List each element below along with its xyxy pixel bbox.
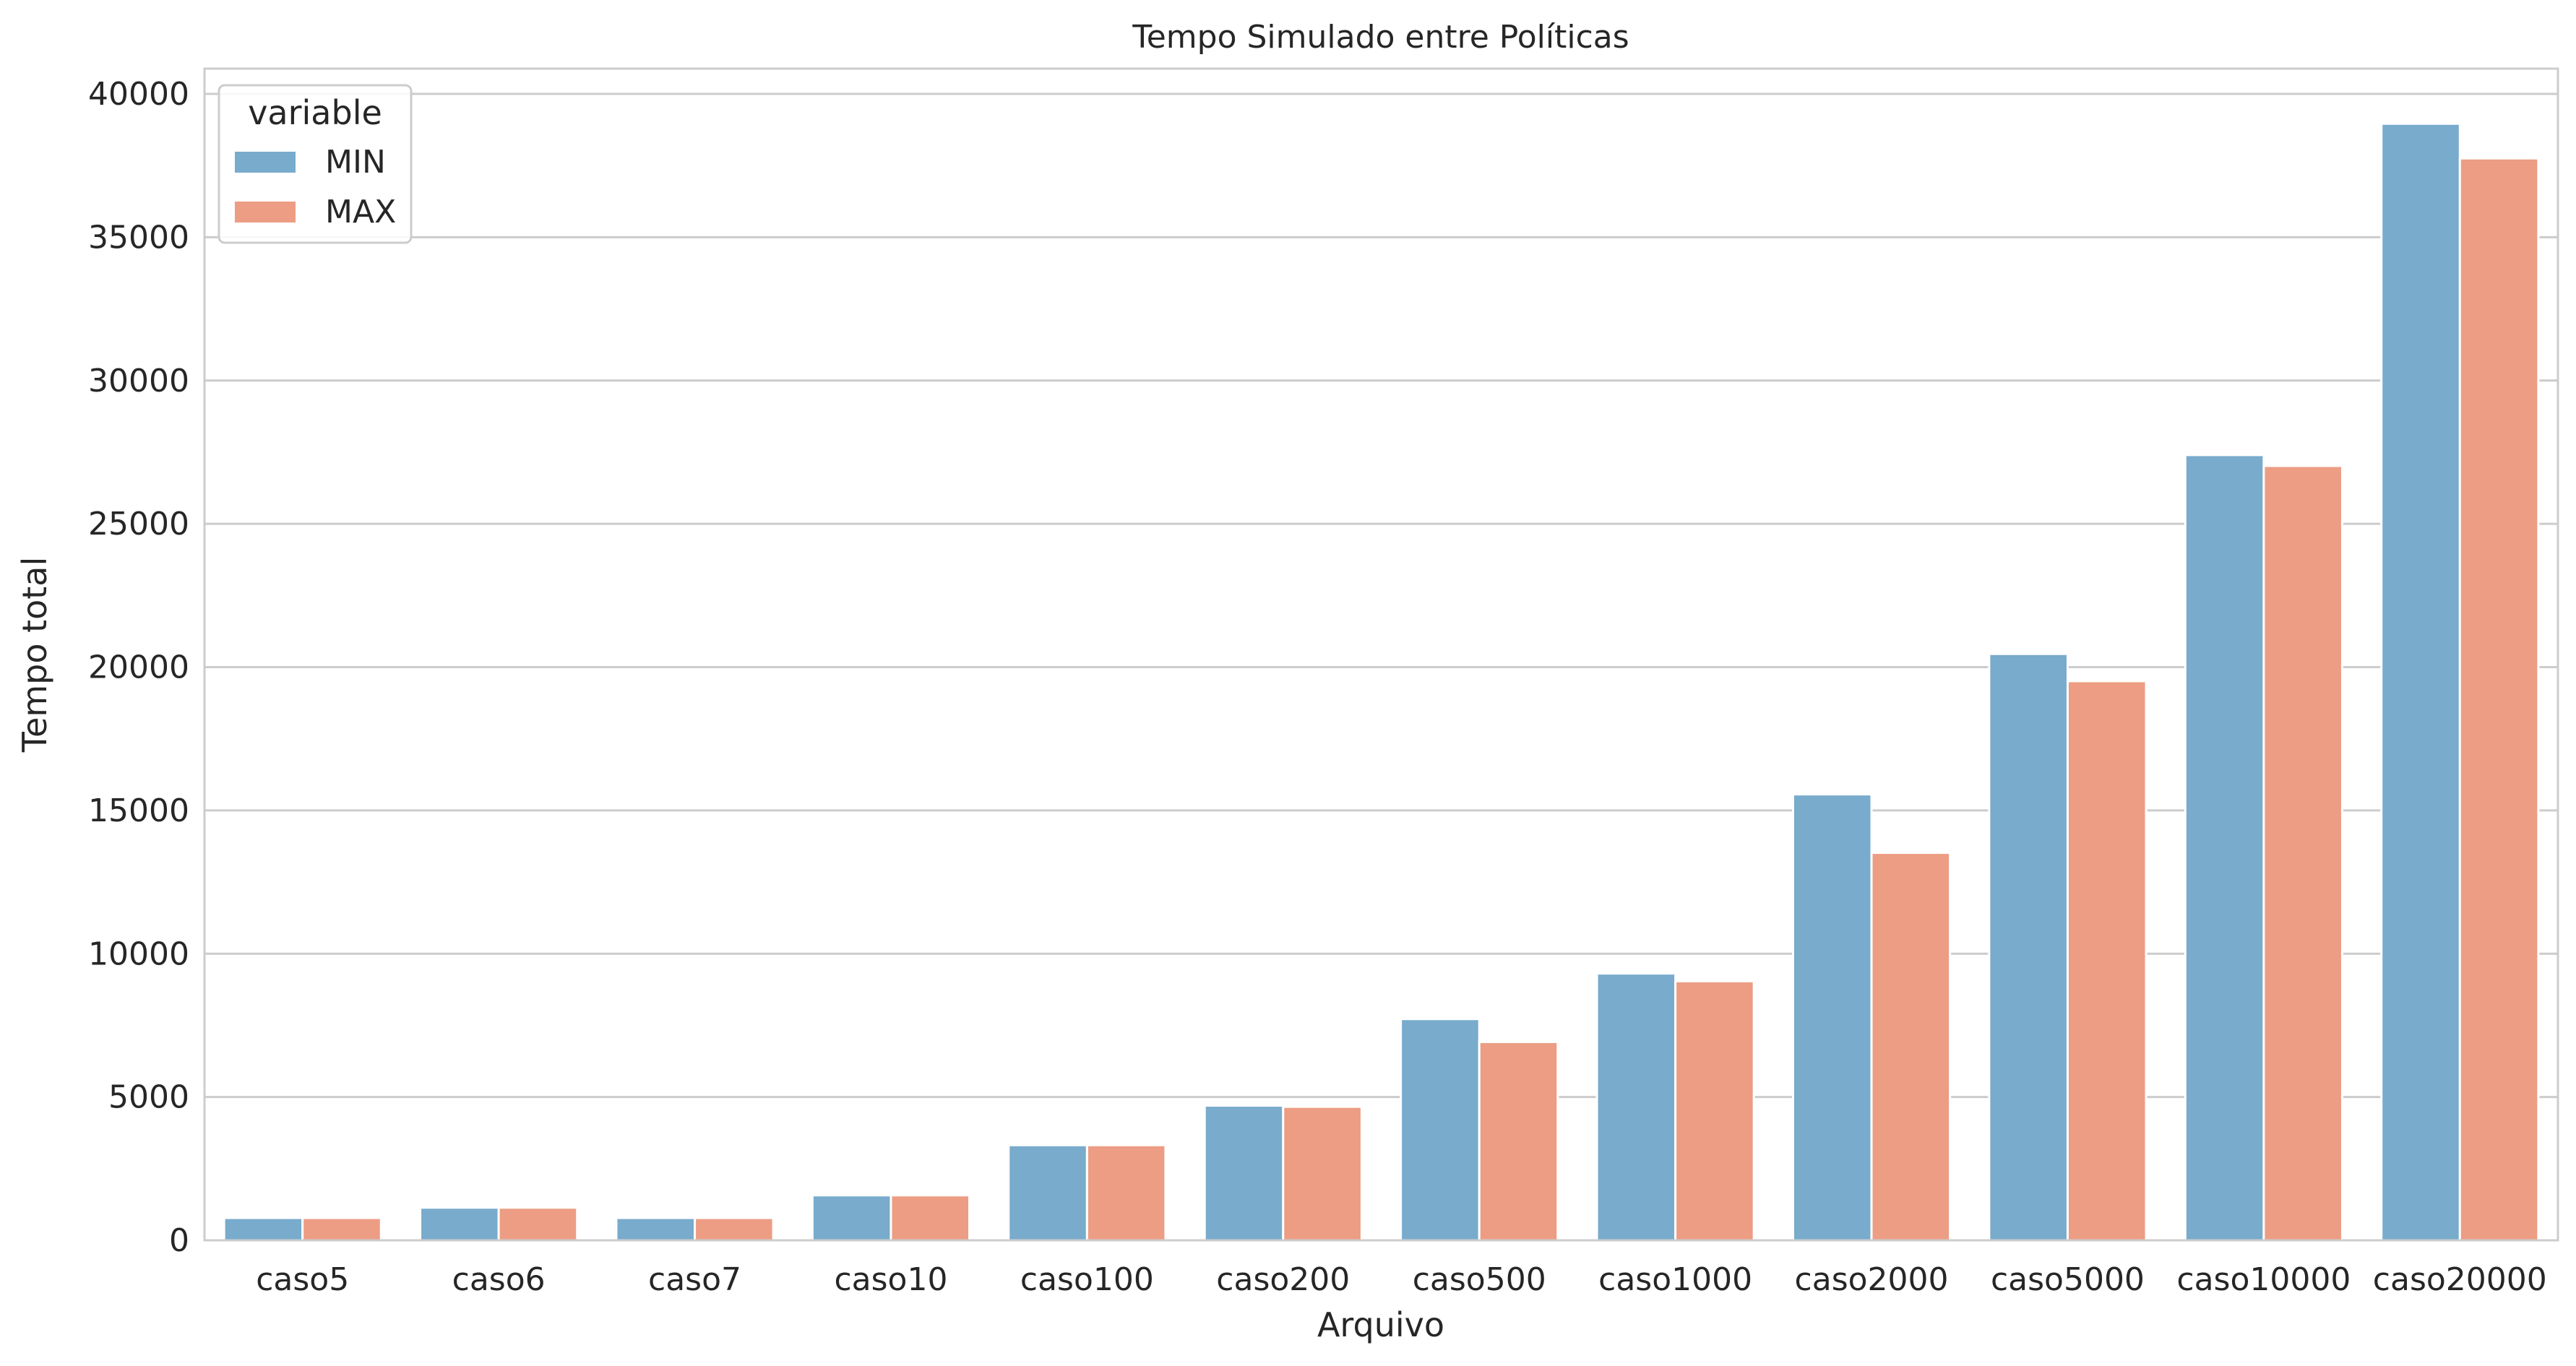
x-tick-label: caso1000 bbox=[1598, 1261, 1752, 1298]
y-tick-label: 30000 bbox=[88, 363, 189, 399]
y-tick-label: 35000 bbox=[88, 219, 189, 256]
bar-max-caso5000 bbox=[2066, 680, 2148, 1242]
x-tick-label: caso10 bbox=[834, 1261, 947, 1298]
x-axis-label: Arquivo bbox=[1317, 1305, 1444, 1344]
x-tick-label: caso20000 bbox=[2373, 1261, 2547, 1298]
bar-min-caso2000 bbox=[1791, 793, 1873, 1242]
bar-max-caso2000 bbox=[1870, 852, 1952, 1242]
bar-min-caso100 bbox=[1007, 1144, 1088, 1242]
x-tick-label: caso5 bbox=[256, 1261, 349, 1298]
bar-min-caso5000 bbox=[1988, 652, 2069, 1242]
y-tick-label: 0 bbox=[169, 1222, 189, 1259]
x-tick-label: caso10000 bbox=[2176, 1261, 2351, 1298]
x-tick-label: caso2000 bbox=[1795, 1261, 1949, 1298]
bar-max-caso5 bbox=[301, 1216, 382, 1242]
bar-min-caso20000 bbox=[2380, 122, 2461, 1242]
x-tick-label: caso7 bbox=[648, 1261, 741, 1298]
bar-min-caso200 bbox=[1203, 1105, 1285, 1242]
bar-max-caso500 bbox=[1478, 1040, 1559, 1242]
x-tick-label: caso5000 bbox=[1991, 1261, 2145, 1298]
bar-min-caso500 bbox=[1400, 1018, 1481, 1242]
y-axis-label: Tempo total bbox=[15, 557, 54, 753]
bar-max-caso20000 bbox=[2458, 157, 2540, 1242]
bar-min-caso5 bbox=[223, 1216, 304, 1242]
bar-min-caso10000 bbox=[2184, 454, 2265, 1242]
y-tick-label: 10000 bbox=[88, 935, 189, 972]
bar-max-caso10 bbox=[889, 1194, 971, 1242]
legend-swatch-min bbox=[235, 152, 296, 173]
y-tick-label: 20000 bbox=[88, 649, 189, 686]
bar-min-caso6 bbox=[419, 1206, 500, 1242]
legend: variable MIN MAX bbox=[217, 84, 413, 244]
y-tick-labels: 0 5000 10000 15000 20000 25000 30000 35000 40000 bbox=[88, 76, 189, 1259]
y-tick-label: 40000 bbox=[88, 76, 189, 113]
bar-max-caso6 bbox=[497, 1206, 579, 1242]
x-tick-label: caso200 bbox=[1216, 1261, 1350, 1298]
legend-label-min: MIN bbox=[325, 144, 386, 181]
legend-swatch-max bbox=[235, 202, 296, 222]
bars bbox=[223, 122, 2540, 1242]
y-tick-label: 5000 bbox=[108, 1079, 189, 1116]
bar-min-caso10 bbox=[811, 1194, 892, 1242]
bar-max-caso1000 bbox=[1674, 980, 1755, 1242]
legend-title: variable bbox=[248, 93, 382, 132]
x-tick-label: caso500 bbox=[1413, 1261, 1546, 1298]
bar-max-caso7 bbox=[694, 1216, 775, 1242]
x-tick-labels: caso5 caso6 caso7 caso10 caso100 caso200 caso5… bbox=[256, 1261, 2547, 1298]
bar-max-caso10000 bbox=[2262, 464, 2343, 1242]
y-tick-label: 25000 bbox=[88, 506, 189, 542]
bar-min-caso7 bbox=[615, 1216, 697, 1242]
bar-max-caso200 bbox=[1282, 1105, 1363, 1242]
chart-title: Tempo Simulado entre Políticas bbox=[1132, 19, 1629, 56]
legend-label-max: MAX bbox=[325, 194, 396, 230]
y-tick-label: 15000 bbox=[88, 792, 189, 829]
x-tick-label: caso6 bbox=[452, 1261, 546, 1298]
x-tick-label: caso100 bbox=[1020, 1261, 1154, 1298]
bar-max-caso100 bbox=[1085, 1144, 1167, 1242]
bar-min-caso1000 bbox=[1595, 972, 1677, 1242]
plot-frame bbox=[203, 67, 2559, 1242]
